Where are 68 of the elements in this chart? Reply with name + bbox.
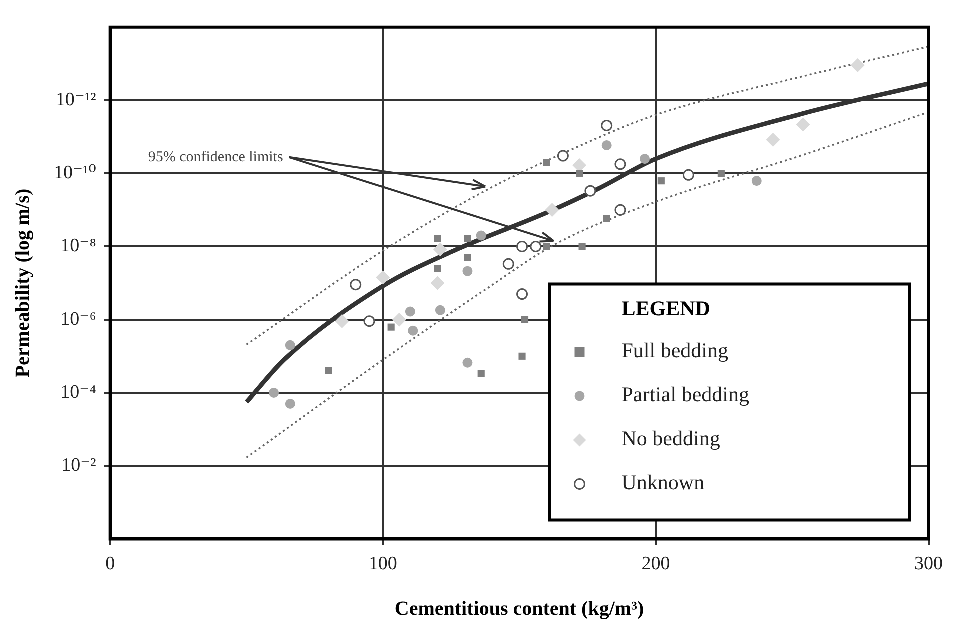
line-series [246,111,929,459]
point [325,367,332,374]
point [285,398,296,409]
point [433,242,448,257]
x-tick-label: 100 [368,554,398,575]
point [752,176,762,186]
point [462,358,473,368]
point [388,324,395,331]
y-tick-label: 10⁻¹⁰ [54,162,97,184]
annotation: 95% confidence limits [148,149,284,166]
point [516,240,528,252]
point [350,279,362,291]
legend-label: Full bedding [622,338,730,363]
y-tick-label: 10⁻¹² [56,90,97,110]
point [269,388,280,398]
point [516,288,528,300]
legend-label: Unknown [622,470,706,495]
point [530,240,542,252]
x-tick-label: 200 [642,554,670,575]
point [462,266,473,276]
point [614,204,626,216]
legend-label: Partial bedding [622,382,750,407]
point [766,132,780,147]
point [518,352,526,360]
x-tick-label: 0 [106,554,116,575]
point [584,185,596,197]
point [602,140,612,150]
x-tick-label: 300 [914,554,943,575]
point [502,258,514,270]
point [364,316,376,328]
point [521,316,529,324]
point [614,158,626,170]
point [405,306,416,317]
point [408,326,418,336]
y-tick-label: 10⁻⁸ [60,236,96,257]
point [434,235,442,242]
legend-title: LEGEND [622,296,710,321]
point [601,120,613,132]
point [285,340,296,350]
point [430,276,445,290]
x-axis-title: Cementitious content (kg/m³) [394,598,644,620]
point [576,170,584,178]
y-tick-label: 10⁻⁴ [60,382,97,403]
point [376,270,390,285]
point [392,312,407,327]
point [335,314,350,328]
point [557,150,569,162]
point [658,178,665,185]
point [682,169,694,181]
point [543,243,550,250]
point [796,118,810,132]
point [434,265,442,272]
point [640,154,650,164]
point [543,159,550,166]
point [435,305,446,316]
point [850,58,865,72]
point [464,254,472,262]
point [718,170,725,178]
legend-label: No bedding [622,426,721,451]
point [478,370,485,378]
y-axis-title: Permeability (log m/s) [12,188,34,378]
y-tick-label: 10⁻⁶ [60,308,96,330]
point [464,235,472,242]
point [545,203,560,218]
point [603,215,610,222]
point [476,230,486,241]
y-tick-label: 10⁻² [62,455,97,476]
point [578,243,586,250]
